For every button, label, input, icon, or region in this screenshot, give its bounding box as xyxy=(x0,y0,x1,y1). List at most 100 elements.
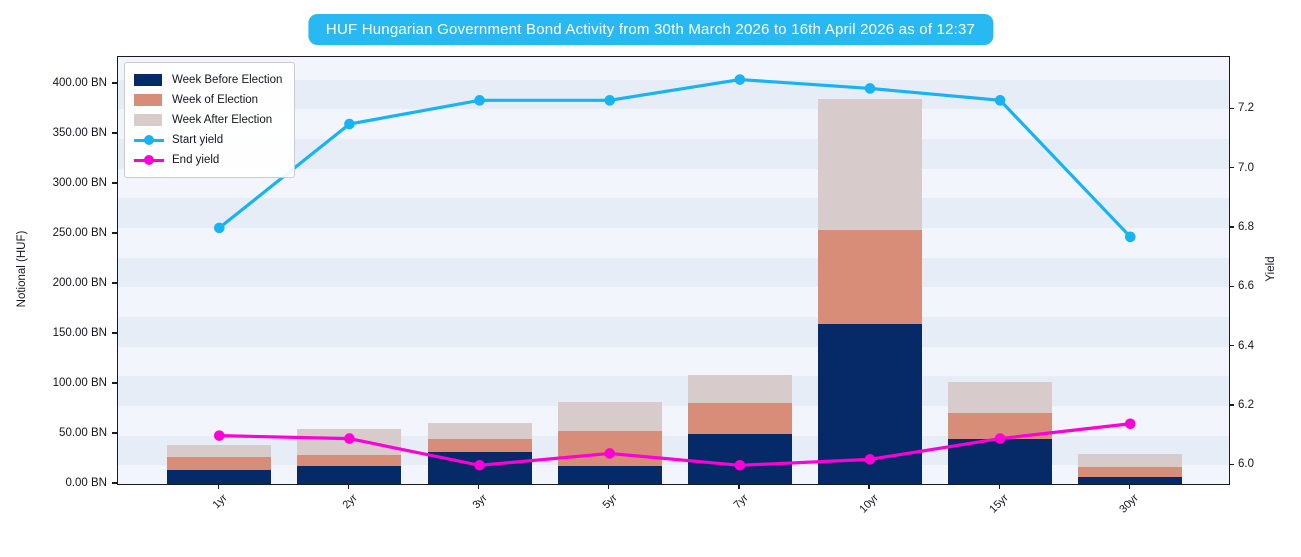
end-yield-marker xyxy=(1124,418,1136,430)
x-tick-label: 30yr xyxy=(1117,492,1141,516)
left-tick-mark xyxy=(112,432,117,434)
bar-segment xyxy=(687,403,792,434)
left-tick-mark xyxy=(112,182,117,184)
left-tick-label: 0.00 BN xyxy=(65,477,107,489)
left-tick-label: 50.00 BN xyxy=(59,427,107,439)
grid-band xyxy=(118,79,1229,110)
bottom-tick-mark xyxy=(998,484,1000,489)
grid-band xyxy=(118,346,1229,377)
right-tick-mark xyxy=(1229,107,1234,109)
bar-segment xyxy=(297,466,402,484)
bar-segment xyxy=(1078,477,1183,484)
start-yield-marker xyxy=(734,74,746,85)
start-yield-marker xyxy=(604,95,616,106)
end-yield-marker xyxy=(994,433,1006,444)
bar-segment xyxy=(557,402,662,431)
left-tick-label: 350.00 BN xyxy=(52,127,107,139)
left-tick-mark xyxy=(112,482,117,484)
grid-band xyxy=(118,168,1229,199)
bottom-tick-mark xyxy=(347,484,350,489)
start-yield-marker xyxy=(1124,231,1136,243)
left-tick-mark xyxy=(112,232,117,234)
legend-item-week-before: Week Before Election xyxy=(134,70,282,90)
left-tick-mark xyxy=(112,332,117,334)
left-tick-label: 200.00 BN xyxy=(52,277,107,289)
bottom-tick-mark xyxy=(868,484,870,489)
grid-band xyxy=(118,57,1229,80)
left-tick-mark xyxy=(112,132,117,134)
week-before-swatch-icon xyxy=(134,74,162,86)
bar-segment xyxy=(948,439,1053,484)
bar-segment xyxy=(948,382,1053,413)
bar-segment xyxy=(297,455,402,466)
x-tick-label: 5yr xyxy=(600,492,621,512)
x-tick-label: 10yr xyxy=(856,492,881,516)
yield-lines-layer xyxy=(214,74,1136,471)
left-tick-label: 150.00 BN xyxy=(52,327,107,339)
right-axis-title: Yield xyxy=(1265,256,1277,282)
end-yield-marker xyxy=(604,448,616,459)
right-tick-mark xyxy=(1229,226,1234,228)
bar-segment xyxy=(167,457,272,470)
grid-band xyxy=(118,287,1229,317)
week-of-swatch-icon xyxy=(134,94,162,106)
start-yield-marker xyxy=(864,83,876,94)
bottom-tick-mark xyxy=(1128,484,1130,489)
bar-segment xyxy=(1078,467,1183,477)
right-tick-mark xyxy=(1229,345,1234,347)
left-tick-label: 400.00 BN xyxy=(52,77,107,89)
legend-label: Week of Election xyxy=(172,94,259,106)
start-yield-marker xyxy=(344,118,355,130)
right-tick-mark xyxy=(1229,463,1234,465)
right-tick-label: 6.8 xyxy=(1238,220,1254,233)
right-tick-label: 6.2 xyxy=(1238,398,1254,411)
left-tick-mark xyxy=(112,82,117,84)
legend-item-week-of: Week of Election xyxy=(134,90,282,110)
bar-segment xyxy=(818,230,922,324)
bottom-tick-mark xyxy=(477,484,480,489)
start-yield-marker xyxy=(994,95,1006,106)
right-tick-label: 7.0 xyxy=(1238,161,1254,174)
left-axis-title: Notional (HUF) xyxy=(16,230,28,308)
bar-segment xyxy=(687,434,792,484)
legend-item-start-yield: Start yield xyxy=(134,130,282,150)
legend-item-end-yield: End yield xyxy=(134,150,282,170)
bar-segment xyxy=(818,99,922,230)
left-tick-label: 300.00 BN xyxy=(52,177,107,189)
right-tick-label: 7.2 xyxy=(1238,102,1254,115)
x-tick-label: 3yr xyxy=(470,492,491,512)
chart-title: HUF Hungarian Government Bond Activity f… xyxy=(307,14,994,45)
week-after-swatch-icon xyxy=(134,114,162,126)
legend-item-week-after: Week After Election xyxy=(134,110,282,130)
bar-segment xyxy=(557,466,662,484)
end-yield-marker xyxy=(474,460,485,471)
x-tick-label: 1yr xyxy=(210,492,230,512)
legend-label: Start yield xyxy=(172,134,224,146)
bottom-tick-mark xyxy=(217,484,219,489)
end-yield-marker xyxy=(214,430,225,441)
left-tick-label: 250.00 BN xyxy=(52,227,107,239)
grid-band xyxy=(118,109,1229,139)
bar-segment xyxy=(687,375,792,403)
legend-label: Week After Election xyxy=(172,114,273,126)
start-yield-line-icon xyxy=(134,135,164,145)
right-tick-mark xyxy=(1229,285,1234,287)
bottom-tick-mark xyxy=(738,484,740,489)
right-tick-mark xyxy=(1229,404,1234,406)
right-tick-label: 6.6 xyxy=(1238,280,1254,293)
end-yield-marker xyxy=(864,454,876,465)
x-tick-label: 7yr xyxy=(731,492,751,512)
x-tick-label: 15yr xyxy=(986,492,1011,516)
end-yield-marker xyxy=(734,460,746,471)
grid-band xyxy=(118,316,1229,347)
bar-segment xyxy=(427,439,532,452)
grid-band xyxy=(118,257,1229,288)
right-tick-label: 6.4 xyxy=(1238,339,1254,352)
legend: Week Before Election Week of Election We… xyxy=(124,62,296,178)
bar-segment xyxy=(167,445,272,457)
start-yield-line xyxy=(217,77,1132,239)
left-tick-mark xyxy=(112,382,117,384)
plot-area: Week Before Election Week of Election We… xyxy=(117,56,1230,485)
bar-segment xyxy=(1078,454,1183,467)
